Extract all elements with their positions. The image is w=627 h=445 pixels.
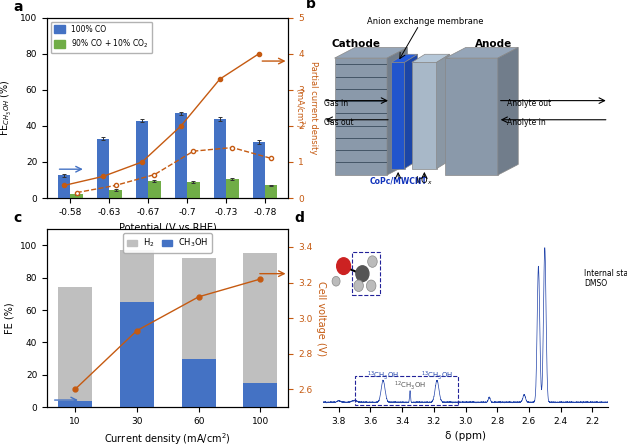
Text: Gas in: Gas in <box>324 99 349 108</box>
Text: CoPc/MWCNT: CoPc/MWCNT <box>369 177 427 186</box>
Text: Anode: Anode <box>475 40 512 49</box>
Bar <box>120 302 154 407</box>
Polygon shape <box>387 48 408 175</box>
Text: Anolyte out: Anolyte out <box>507 99 551 108</box>
Bar <box>120 250 154 302</box>
Polygon shape <box>445 48 519 58</box>
Bar <box>109 190 122 198</box>
Circle shape <box>332 276 340 286</box>
Polygon shape <box>335 58 387 175</box>
Bar <box>97 138 109 198</box>
Y-axis label: FE (%): FE (%) <box>4 302 14 334</box>
Y-axis label: FE$_{CH_3OH}$ (%): FE$_{CH_3OH}$ (%) <box>0 80 14 136</box>
Circle shape <box>366 280 376 291</box>
Text: $^{13}$CH$_3$OH: $^{13}$CH$_3$OH <box>421 370 453 382</box>
Polygon shape <box>404 54 418 169</box>
Text: d: d <box>295 211 304 225</box>
Legend: 100% CO, 90% CO + 10% CO$_2$: 100% CO, 90% CO + 10% CO$_2$ <box>51 22 152 53</box>
Text: b: b <box>305 0 315 11</box>
Bar <box>58 175 70 198</box>
Bar <box>214 119 226 198</box>
Bar <box>243 383 277 407</box>
Polygon shape <box>391 62 404 169</box>
Text: a: a <box>13 0 23 14</box>
Bar <box>70 194 83 198</box>
Legend: H$_2$, CH$_3$OH: H$_2$, CH$_3$OH <box>124 233 212 252</box>
Bar <box>136 121 148 198</box>
Polygon shape <box>498 48 519 175</box>
Bar <box>182 258 216 359</box>
Text: $^{12}$CH$_3$OH: $^{12}$CH$_3$OH <box>394 380 426 392</box>
Circle shape <box>337 258 350 275</box>
Text: Cathode: Cathode <box>332 40 381 49</box>
Circle shape <box>356 266 369 282</box>
Bar <box>175 113 187 198</box>
Bar <box>226 179 238 198</box>
Polygon shape <box>445 58 498 175</box>
Y-axis label: Partial current density
(mA/cm$^2$): Partial current density (mA/cm$^2$) <box>293 61 318 154</box>
Bar <box>243 254 277 383</box>
Text: Internal standard
DMSO: Internal standard DMSO <box>584 269 627 288</box>
Text: Gas out: Gas out <box>324 118 354 127</box>
Text: c: c <box>13 211 21 225</box>
Text: Anion exchange membrane: Anion exchange membrane <box>367 17 483 26</box>
Bar <box>187 182 199 198</box>
Polygon shape <box>412 62 436 169</box>
X-axis label: Current density (mA/cm$^2$): Current density (mA/cm$^2$) <box>104 432 231 445</box>
X-axis label: Potential (V vs.RHE): Potential (V vs.RHE) <box>119 222 216 232</box>
Y-axis label: Cell voltage (V): Cell voltage (V) <box>317 281 327 356</box>
Text: $^{13}$CH$_3$OH: $^{13}$CH$_3$OH <box>367 370 399 382</box>
Bar <box>58 400 92 407</box>
Polygon shape <box>436 54 450 169</box>
Bar <box>253 142 265 198</box>
Bar <box>148 181 161 198</box>
X-axis label: δ (ppm): δ (ppm) <box>445 432 486 441</box>
Polygon shape <box>335 48 408 58</box>
Bar <box>265 186 277 198</box>
Circle shape <box>367 256 377 267</box>
Polygon shape <box>391 54 418 62</box>
Text: IrO$_x$: IrO$_x$ <box>415 174 433 187</box>
Bar <box>58 287 92 400</box>
Circle shape <box>354 280 364 291</box>
Bar <box>182 359 216 407</box>
Text: Anolyte in: Anolyte in <box>507 118 545 127</box>
Polygon shape <box>412 54 450 62</box>
